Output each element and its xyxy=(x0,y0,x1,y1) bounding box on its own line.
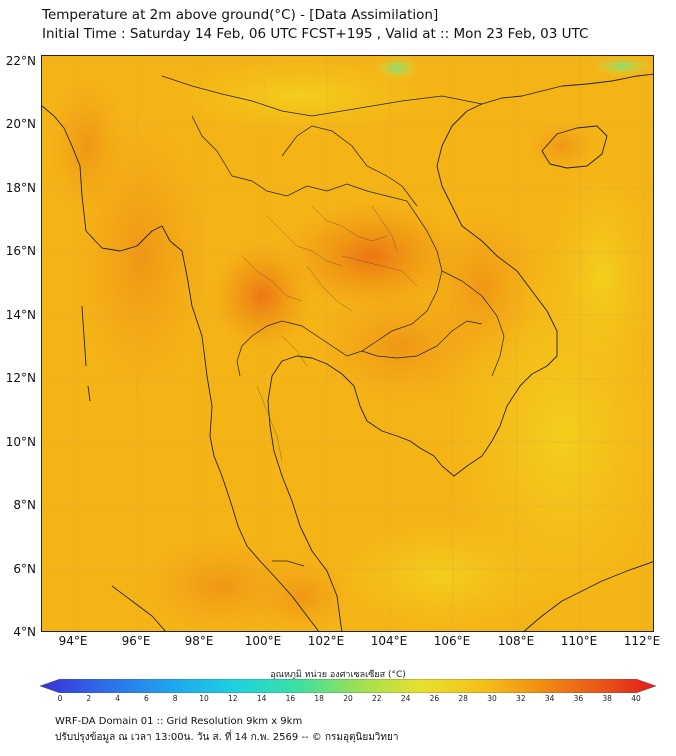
footer-domain-info: WRF-DA Domain 01 :: Grid Resolution 9km … xyxy=(55,716,303,727)
cambodia-border xyxy=(361,320,483,359)
temp-field-warm-hainan xyxy=(527,121,597,171)
colorbar-tick-label: 40 xyxy=(631,694,641,703)
colorbar-tick-label: 16 xyxy=(285,694,296,703)
colorbar-tick-label: 2 xyxy=(86,694,92,703)
lon-label: 102°E xyxy=(307,634,345,648)
colorbar-tick-label: 22 xyxy=(372,694,382,703)
temp-field-hot-central xyxy=(212,241,312,351)
colorbar-tick-label: 0 xyxy=(57,694,63,703)
colorbar-tick-label: 18 xyxy=(314,694,324,703)
graticule xyxy=(42,56,653,631)
colorbar-tick-label: 14 xyxy=(256,694,267,703)
malaysia-border xyxy=(272,560,305,567)
colorbar-tick-label: 12 xyxy=(228,694,238,703)
map-canvas xyxy=(42,56,653,631)
china-border xyxy=(161,75,483,117)
temp-field-cool-south xyxy=(322,516,562,631)
lon-label: 104°E xyxy=(370,634,408,648)
lat-label: 18°N xyxy=(5,181,36,195)
colorbar-tick-label: 6 xyxy=(144,694,149,703)
lon-label: 100°E xyxy=(244,634,282,648)
lat-label: 8°N xyxy=(13,498,36,512)
lon-label: 106°E xyxy=(433,634,471,648)
lat-label: 20°N xyxy=(5,117,36,131)
chart-subtitle: Initial Time : Saturday 14 Feb, 06 UTC F… xyxy=(42,26,589,42)
coastlines xyxy=(42,73,653,631)
colorbar-title: อุณหภูมิ หน่วย องศาเซลเซียส (°C) xyxy=(270,670,406,680)
colorbar-tick-label: 24 xyxy=(400,694,411,703)
lat-label: 4°N xyxy=(13,625,36,639)
peninsula-west-coast xyxy=(237,525,320,631)
thailand-border xyxy=(231,175,443,377)
colorbar-tick-label: 4 xyxy=(115,694,120,703)
temp-field-cool-north xyxy=(162,56,442,136)
colorbar-tick-label: 26 xyxy=(429,694,440,703)
colorbar-ramp xyxy=(40,679,656,693)
colorbar-tick-label: 32 xyxy=(516,694,526,703)
lon-label: 112°E xyxy=(623,634,661,648)
borneo-coast xyxy=(523,561,653,631)
lon-label: 96°E xyxy=(121,634,151,648)
temp-field-warm-laos xyxy=(422,206,542,366)
colorbar xyxy=(40,679,656,693)
chart-title: Temperature at 2m above ground(°C) - [Da… xyxy=(42,7,439,23)
lat-label: 6°N xyxy=(13,562,36,576)
colorbar-tick-label: 28 xyxy=(458,694,468,703)
lon-label: 110°E xyxy=(560,634,598,648)
lat-label: 16°N xyxy=(5,244,36,258)
colorbar-tick-label: 10 xyxy=(199,694,209,703)
lat-label: 10°N xyxy=(5,435,36,449)
colorbar-tick-label: 30 xyxy=(487,694,497,703)
andaman-islands xyxy=(81,305,91,402)
lon-label: 108°E xyxy=(497,634,535,648)
laos-border xyxy=(281,125,418,207)
colorbar-tick-label: 8 xyxy=(172,694,178,703)
colorbar-tick-label: 34 xyxy=(544,694,555,703)
colorbar-tick-label: 20 xyxy=(343,694,353,703)
country-borders xyxy=(161,75,505,567)
lat-label: 22°N xyxy=(5,54,36,68)
gulf-coast xyxy=(267,103,558,631)
lon-label: 98°E xyxy=(184,634,214,648)
temp-field-green-north xyxy=(375,56,419,80)
temperature-map[interactable] xyxy=(41,55,654,632)
hainan-island xyxy=(541,125,608,169)
vietnam-border xyxy=(441,270,505,377)
lat-label: 14°N xyxy=(5,308,36,322)
colorbar-tick-label: 36 xyxy=(573,694,584,703)
footer-update-info: ปรับปรุงข้อมูล ณ เวลา 13:00น. วัน ส. ที่… xyxy=(55,732,399,743)
temp-field-warm-highland xyxy=(47,76,127,216)
myanmar-coast xyxy=(42,105,239,527)
lon-label: 94°E xyxy=(58,634,88,648)
myanmar-east-border xyxy=(191,115,233,177)
temp-field-cool-east xyxy=(542,156,653,396)
sumatra-coast xyxy=(111,585,166,631)
province-borders xyxy=(241,205,418,462)
tonkin-coast xyxy=(481,73,653,105)
colorbar-tick-label: 38 xyxy=(602,694,612,703)
lat-label: 12°N xyxy=(5,371,36,385)
